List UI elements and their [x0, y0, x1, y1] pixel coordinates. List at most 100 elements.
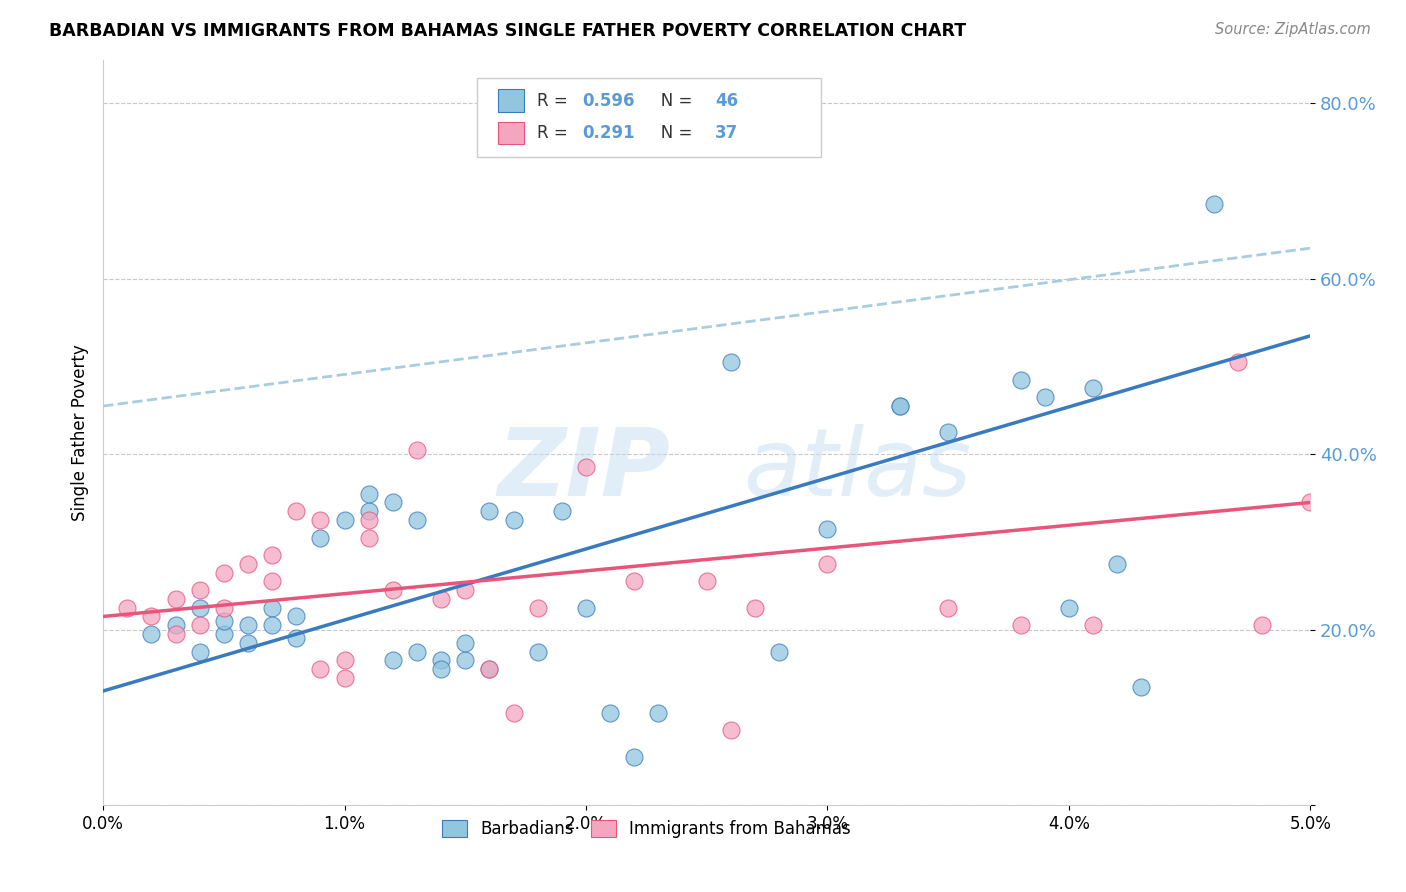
- Point: [430, 591, 453, 606]
- Point: [333, 671, 356, 685]
- Point: [526, 600, 548, 615]
- Y-axis label: Single Father Poverty: Single Father Poverty: [72, 344, 89, 521]
- Point: [551, 504, 574, 518]
- Text: 0.596: 0.596: [582, 92, 636, 110]
- Point: [212, 600, 235, 615]
- Point: [1033, 390, 1056, 404]
- Point: [430, 662, 453, 676]
- Point: [357, 513, 380, 527]
- Point: [285, 632, 308, 646]
- Text: atlas: atlas: [742, 424, 972, 515]
- Point: [720, 355, 742, 369]
- Text: 46: 46: [716, 92, 738, 110]
- Text: 37: 37: [716, 124, 738, 142]
- Point: [309, 531, 332, 545]
- Point: [1107, 557, 1129, 571]
- Point: [1202, 197, 1225, 211]
- Point: [117, 600, 139, 615]
- Point: [285, 504, 308, 518]
- Point: [575, 460, 598, 475]
- Point: [1299, 495, 1322, 509]
- Point: [502, 706, 524, 720]
- Point: [454, 636, 477, 650]
- Point: [430, 653, 453, 667]
- Point: [720, 723, 742, 738]
- Legend: Barbadians, Immigrants from Bahamas: Barbadians, Immigrants from Bahamas: [436, 814, 858, 845]
- Point: [309, 662, 332, 676]
- Point: [381, 653, 404, 667]
- Point: [406, 513, 429, 527]
- Point: [357, 504, 380, 518]
- Text: N =: N =: [645, 92, 697, 110]
- Point: [165, 618, 187, 632]
- Point: [141, 609, 163, 624]
- Bar: [498, 89, 524, 112]
- Point: [647, 706, 669, 720]
- Point: [357, 531, 380, 545]
- Point: [817, 522, 839, 536]
- Point: [1010, 618, 1032, 632]
- Text: Source: ZipAtlas.com: Source: ZipAtlas.com: [1215, 22, 1371, 37]
- Point: [889, 399, 911, 413]
- Point: [188, 600, 211, 615]
- Point: [817, 557, 839, 571]
- Point: [236, 618, 259, 632]
- Point: [262, 618, 284, 632]
- Point: [768, 644, 790, 658]
- Point: [936, 600, 959, 615]
- Point: [212, 566, 235, 580]
- Point: [357, 486, 380, 500]
- Text: 0.291: 0.291: [582, 124, 636, 142]
- Point: [333, 513, 356, 527]
- Point: [502, 513, 524, 527]
- Point: [165, 591, 187, 606]
- Point: [141, 627, 163, 641]
- Point: [575, 600, 598, 615]
- Point: [526, 644, 548, 658]
- Bar: [498, 122, 524, 145]
- Point: [744, 600, 766, 615]
- Point: [1057, 600, 1080, 615]
- Text: N =: N =: [645, 124, 697, 142]
- Point: [188, 618, 211, 632]
- Point: [936, 425, 959, 440]
- Text: BARBADIAN VS IMMIGRANTS FROM BAHAMAS SINGLE FATHER POVERTY CORRELATION CHART: BARBADIAN VS IMMIGRANTS FROM BAHAMAS SIN…: [49, 22, 966, 40]
- Point: [236, 557, 259, 571]
- Point: [406, 644, 429, 658]
- Point: [212, 614, 235, 628]
- Point: [188, 644, 211, 658]
- Point: [478, 504, 501, 518]
- Point: [262, 548, 284, 562]
- Point: [696, 574, 718, 589]
- Point: [1226, 355, 1249, 369]
- Text: ZIP: ZIP: [498, 424, 671, 516]
- Point: [212, 627, 235, 641]
- Point: [188, 583, 211, 598]
- Point: [165, 627, 187, 641]
- FancyBboxPatch shape: [478, 78, 821, 156]
- Point: [1251, 618, 1274, 632]
- Point: [1081, 381, 1104, 395]
- Text: R =: R =: [537, 124, 572, 142]
- Point: [262, 574, 284, 589]
- Point: [262, 600, 284, 615]
- Point: [236, 636, 259, 650]
- Point: [454, 653, 477, 667]
- Point: [381, 495, 404, 509]
- Text: R =: R =: [537, 92, 572, 110]
- Point: [309, 513, 332, 527]
- Point: [1010, 373, 1032, 387]
- Point: [623, 749, 645, 764]
- Point: [478, 662, 501, 676]
- Point: [333, 653, 356, 667]
- Point: [623, 574, 645, 589]
- Point: [599, 706, 621, 720]
- Point: [478, 662, 501, 676]
- Point: [381, 583, 404, 598]
- Point: [406, 442, 429, 457]
- Point: [454, 583, 477, 598]
- Point: [889, 399, 911, 413]
- Point: [1130, 680, 1153, 694]
- Point: [285, 609, 308, 624]
- Point: [1081, 618, 1104, 632]
